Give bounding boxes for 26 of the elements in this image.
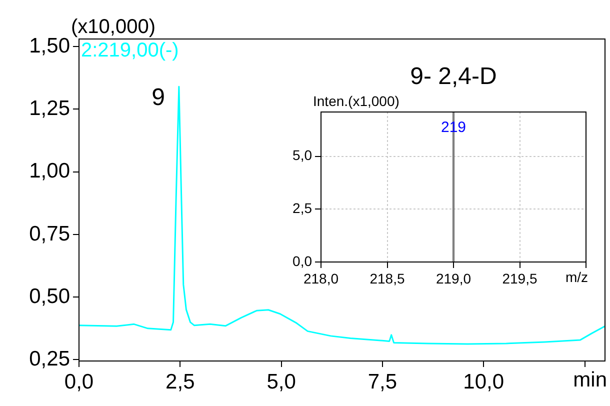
y-tick-label: 0,0	[292, 252, 312, 269]
x-tick-label: 219,5	[502, 270, 538, 286]
y-tick-label: 1,50	[29, 34, 70, 58]
x-tick-label: 218,0	[303, 270, 339, 286]
y-tick-label: 0,75	[29, 222, 70, 246]
y-axis-title: Inten.(x1,000)	[313, 93, 400, 109]
annotation: 9	[152, 84, 165, 112]
chart-title: 9- 2,4-D	[410, 63, 497, 90]
x-tick-label: 5,0	[266, 370, 296, 394]
annotation: 219	[440, 118, 466, 136]
y-tick-label: 5,0	[292, 147, 312, 164]
x-tick-label: 219,0	[436, 270, 472, 286]
y-tick-label: 0,50	[29, 284, 70, 308]
y-tick-label: 1,00	[29, 160, 70, 183]
y-tick-label: 0,25	[29, 348, 70, 371]
x-axis-title: m/z	[565, 268, 588, 285]
y-axis-title: (x10,000)	[71, 16, 156, 38]
x-tick-label: 10,0	[463, 370, 504, 394]
x-tick-label: 0,0	[64, 370, 94, 394]
x-axis-title: min	[573, 368, 607, 392]
y-tick-label: 2,5	[292, 200, 312, 216]
y-tick-label: 1,25	[29, 96, 70, 120]
series-label: 2:219,00(-)	[81, 40, 179, 62]
x-tick-label: 7,5	[368, 370, 398, 394]
x-tick-label: 2,5	[166, 370, 195, 394]
x-tick-label: 218,5	[370, 270, 405, 286]
